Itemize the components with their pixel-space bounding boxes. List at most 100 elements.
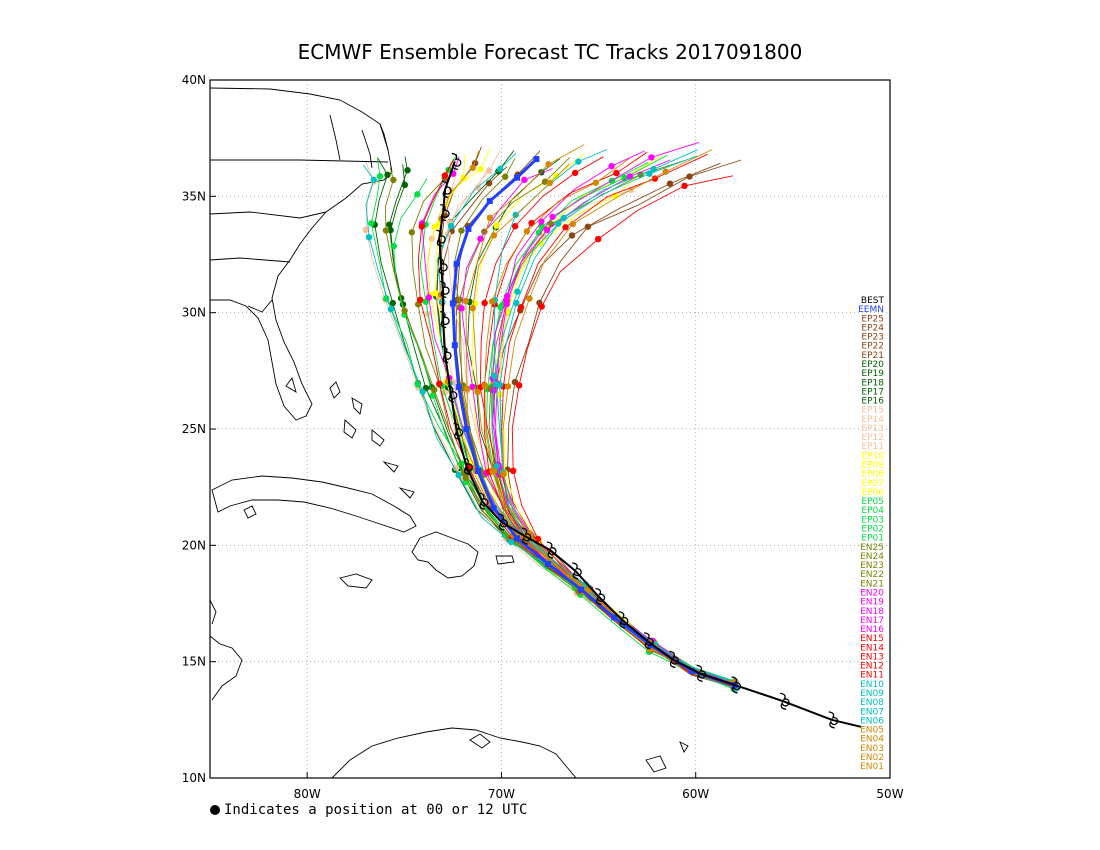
member-position-dot [365,234,373,241]
legend-entry: EP12 [861,433,884,443]
legend-entry: EN18 [860,607,884,617]
member-position-dot [662,168,669,175]
hurricane-symbol-icon [828,711,839,729]
eemn-position-marker [451,342,458,349]
hurricane-symbol-icon [498,513,508,531]
member-position-dot [453,464,460,472]
legend-entry: EP24 [861,323,884,333]
member-position-dot [568,232,576,239]
hurricane-symbol-icon [618,611,629,629]
member-position-dot [477,235,484,242]
member-position-dot [436,380,443,387]
legend-entry: EN09 [860,689,884,699]
member-track-ep01 [485,154,735,683]
legend-entry: EP05 [861,497,884,507]
member-position-dot [408,229,416,236]
legend-entry: EP15 [861,406,884,416]
member-position-dot [515,382,523,389]
member-track-ep24 [491,162,735,688]
tick-label-lat: 35N [182,189,206,203]
member-position-dot [376,173,384,180]
member-position-dot [594,235,602,243]
member-position-dot [401,181,409,189]
member-position-dot [493,222,500,229]
member-track-ep03 [393,178,734,690]
member-position-dot [496,391,503,398]
member-position-dot [546,179,554,187]
member-track-en08 [499,155,736,684]
member-position-dot [384,171,391,179]
eemn-position-marker [449,300,456,307]
legend-entry: EN12 [860,662,884,672]
member-position-dot [458,227,465,234]
member-position-dot [500,470,507,478]
legend-entry: EP10 [861,451,884,461]
legend-entry: EP19 [861,369,884,379]
member-position-dot [613,169,620,177]
hurricane-symbol-icon [441,180,452,198]
legend-entry: EP20 [861,360,884,370]
legend-entry: EN23 [860,561,884,571]
hurricane-symbol-icon [438,257,448,275]
hurricane-symbol-icon [546,541,557,559]
legend-entry: EP06 [861,488,884,498]
legend-entry: EP21 [861,351,884,361]
member-position-dot [486,214,494,222]
member-position-dot [666,180,674,187]
legend-entry: EP17 [861,387,884,397]
member-position-dot [514,288,521,295]
hurricane-symbol-icon [451,152,462,171]
member-position-dot [404,167,411,174]
member-position-dot [401,307,408,314]
hurricane-symbol-icon [572,562,582,580]
member-position-dot [592,179,599,186]
member-position-dot [414,191,421,198]
eemn-position-marker [475,467,482,474]
member-track-en09 [493,149,736,683]
member-position-dot [545,161,552,168]
member-position-dot [390,242,397,250]
legend-entry: EN21 [860,579,884,589]
member-position-dot [387,306,395,313]
legend-entry: EN22 [860,570,884,580]
member-position-dot [608,162,615,170]
member-track-en10 [362,164,736,687]
member-position-dot [469,164,476,172]
member-position-dot [511,223,519,230]
legend-entry: EN19 [860,598,884,608]
member-position-dot [425,294,433,301]
member-position-dot [528,219,535,227]
member-position-dot [389,299,396,307]
member-position-dot [621,174,628,182]
hurricane-symbol-icon [440,311,450,329]
eemn-position-marker [578,586,585,593]
member-track-ep10 [498,169,737,688]
member-position-dot [491,373,498,380]
legend-entry: EN15 [860,634,884,644]
member-position-dot [441,172,449,179]
member-position-dot [462,474,469,481]
member-position-dot [370,176,377,184]
eemn-position-marker [513,174,520,181]
member-position-dot [686,173,693,180]
member-position-dot [523,228,531,235]
member-position-dot [651,175,659,182]
member-track-ep12 [425,174,735,683]
tick-label-lon: 80W [294,787,321,801]
legend-entry: EP14 [861,415,884,425]
member-position-dot [424,310,431,317]
member-position-dot [571,169,579,177]
member-position-dot [488,298,496,305]
hurricane-symbol-icon [436,229,446,247]
member-position-dot [362,226,369,233]
best-track-line [438,161,862,728]
member-position-dot [490,232,498,239]
member-position-dot [368,220,375,227]
member-position-dot [510,467,517,475]
member-position-dot [418,223,425,230]
position-dot-icon [210,805,220,815]
legend-entry: EP07 [861,479,884,489]
member-position-dot [455,471,462,479]
member-position-dot [681,182,688,190]
